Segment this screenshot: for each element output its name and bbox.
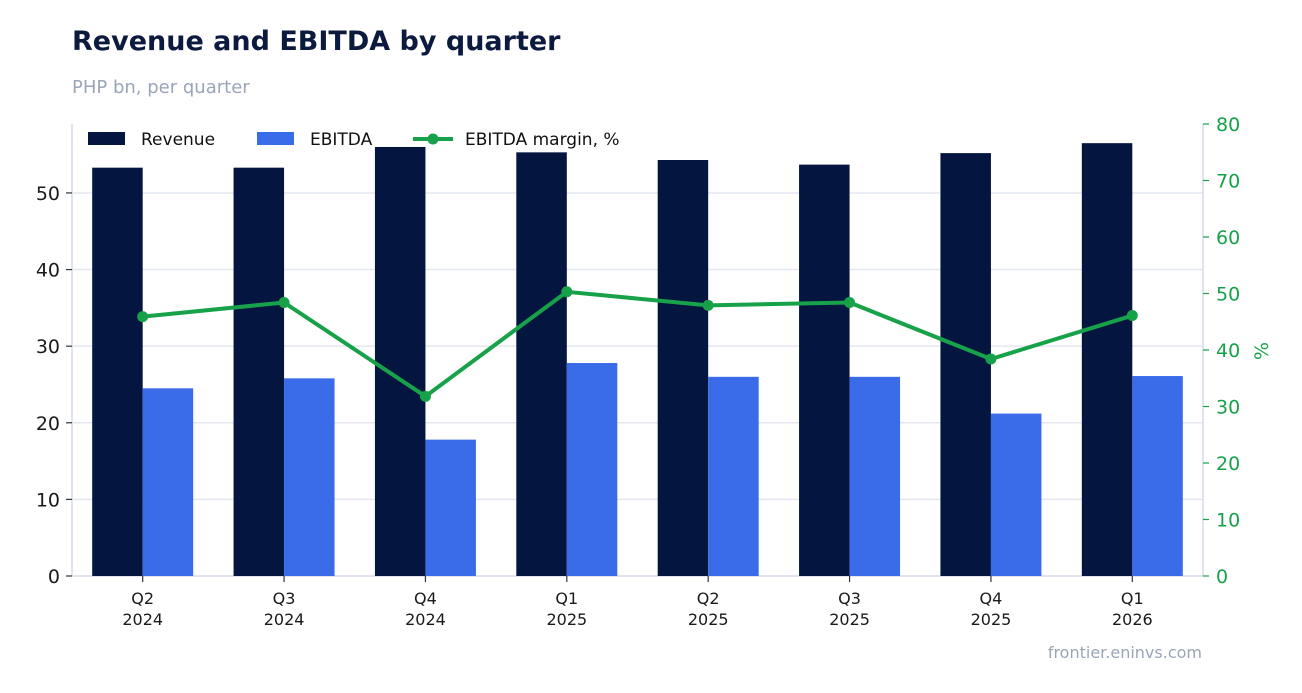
ebitda-bar	[142, 388, 194, 576]
y2-tick-label: 30	[1216, 397, 1240, 419]
x-tick-label-year: 2024	[405, 610, 446, 629]
y-tick-label: 30	[36, 336, 60, 358]
source-credit: frontier.eninvs.com	[1047, 643, 1202, 662]
x-tick-label-quarter: Q4	[414, 589, 437, 608]
y-tick-label: 20	[36, 413, 60, 435]
revenue-bar	[92, 167, 143, 577]
x-tick-label-year: 2025	[971, 610, 1012, 629]
y-tick-label: 0	[48, 566, 60, 588]
legend-marker-margin	[427, 133, 439, 145]
ebitda-margin-point	[985, 353, 997, 365]
y-tick-label: 50	[36, 183, 60, 205]
y2-tick-label: 0	[1216, 566, 1228, 588]
ebitda-margin-point	[1126, 310, 1138, 322]
ebitda-bar	[990, 413, 1042, 576]
ebitda-bar	[425, 439, 476, 576]
ebitda-bar	[1132, 376, 1183, 576]
y2-tick-label: 80	[1216, 114, 1240, 136]
y-tick-label: 40	[36, 260, 60, 282]
ebitda-bar	[566, 363, 618, 576]
x-tick-label-quarter: Q2	[131, 589, 154, 608]
ebitda-margin-point	[561, 286, 573, 298]
legend-label-ebitda: EBITDA	[310, 130, 373, 150]
y2-tick-label: 10	[1216, 510, 1240, 532]
x-tick-label-quarter: Q3	[273, 589, 296, 608]
x-tick-label-year: 2025	[829, 610, 870, 629]
x-tick-label-year: 2025	[688, 610, 729, 629]
x-tick-label-quarter: Q1	[555, 589, 578, 608]
x-tick-label-year: 2024	[122, 610, 163, 629]
y2-tick-label: 70	[1216, 171, 1240, 193]
ebitda-bar	[284, 378, 335, 576]
legend-swatch-ebitda	[257, 132, 294, 145]
ebitda-bar	[849, 376, 901, 576]
y2-tick-label: 20	[1216, 453, 1240, 475]
revenue-bar	[233, 167, 285, 577]
ebitda-bar	[708, 376, 759, 576]
revenue-bar	[940, 153, 991, 576]
ebitda-margin-line	[142, 289, 1133, 399]
ebitda-margin-point	[278, 297, 290, 309]
y2-tick-label: 40	[1216, 340, 1240, 362]
revenue-bar	[374, 146, 426, 577]
revenue-bar	[799, 164, 850, 576]
revenue-bar	[657, 160, 709, 576]
y-tick-label: 10	[36, 489, 60, 511]
y2-tick-label: 60	[1216, 227, 1240, 249]
chart-subtitle: PHP bn, per quarter	[72, 77, 250, 98]
x-tick-label-quarter: Q3	[838, 589, 861, 608]
y2-tick-label: 50	[1216, 284, 1240, 306]
legend-label-revenue: Revenue	[141, 130, 215, 150]
ebitda-margin-point	[419, 390, 431, 402]
y2-axis-label: %	[1251, 342, 1273, 360]
x-tick-label-quarter: Q4	[980, 589, 1003, 608]
x-tick-label-year: 2024	[264, 610, 305, 629]
legend-label-margin: EBITDA margin, %	[465, 130, 620, 150]
x-tick-label-year: 2026	[1112, 610, 1153, 629]
x-tick-label-quarter: Q2	[697, 589, 720, 608]
x-tick-label-year: 2025	[546, 610, 587, 629]
revenue-bar	[516, 152, 567, 576]
legend-swatch-revenue	[88, 132, 125, 145]
chart-title: Revenue and EBITDA by quarter	[72, 26, 561, 57]
ebitda-margin-point	[137, 311, 149, 323]
ebitda-margin-point	[844, 297, 856, 309]
revenue-bar	[1081, 143, 1133, 577]
ebitda-margin-point	[702, 299, 714, 311]
x-tick-label-quarter: Q1	[1121, 589, 1144, 608]
